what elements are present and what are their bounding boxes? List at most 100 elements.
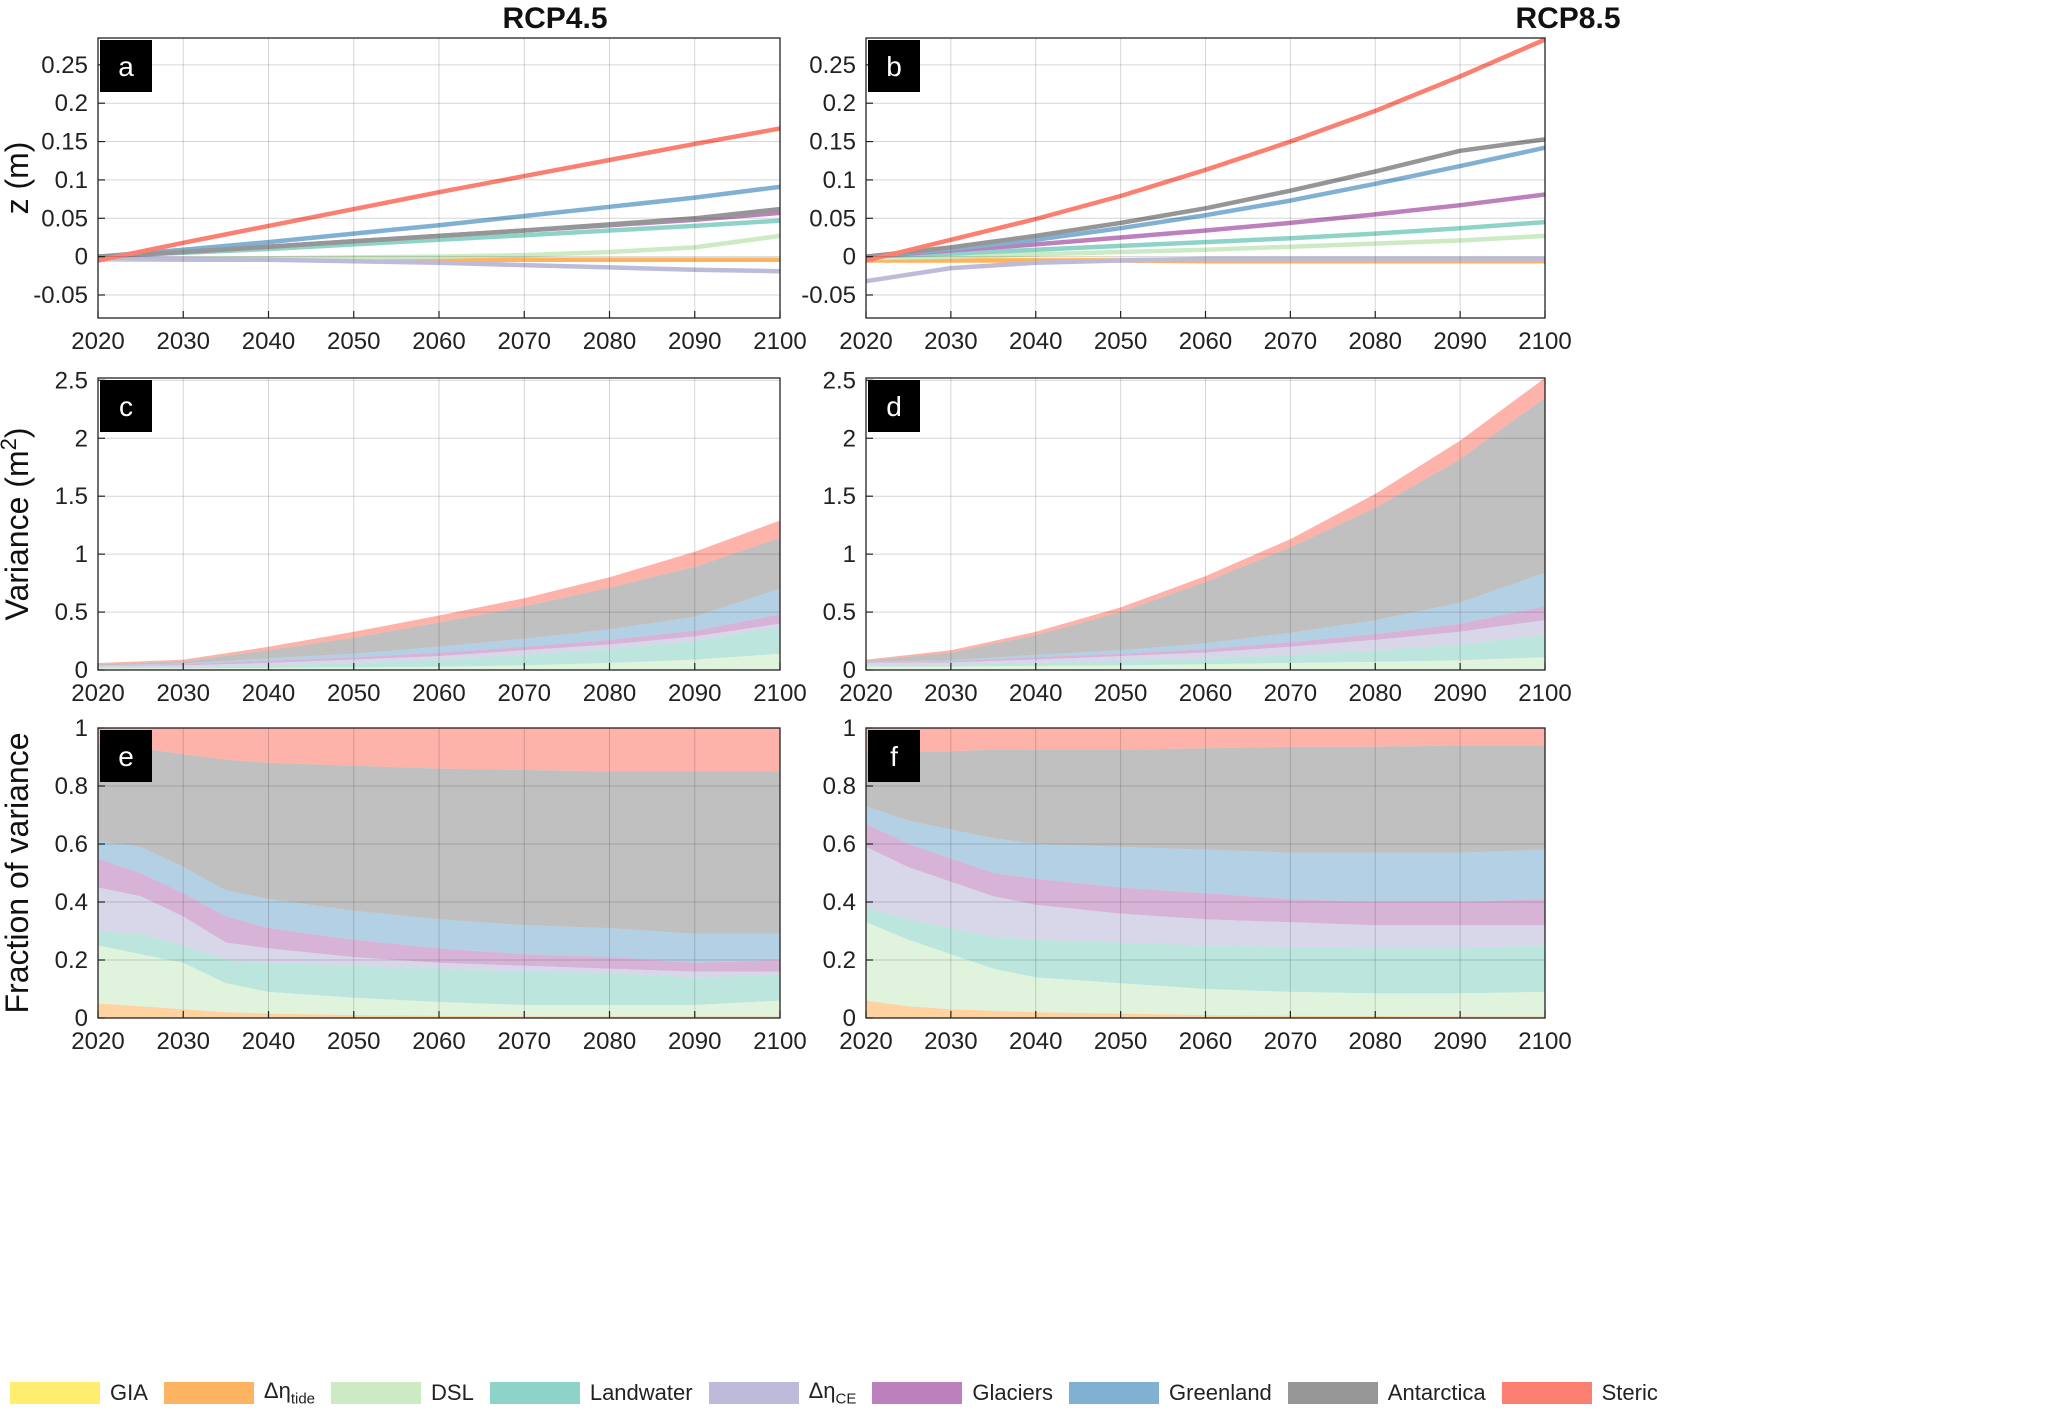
ylabel-c: Variance (m2) (0, 427, 35, 620)
ytick-label-a-4: 0.15 (41, 129, 88, 156)
xtick-label-b-2: 2040 (1009, 328, 1062, 355)
legend-swatch-greenland (1069, 1382, 1160, 1404)
area-landwater-c (98, 627, 780, 669)
legend-item-antarctica: Antarctica (1287, 1378, 1486, 1408)
ylabel-a: z (m) (0, 142, 35, 215)
xtick-label-f-5: 2070 (1264, 1028, 1317, 1055)
data-layer-b (866, 38, 1545, 284)
xtick-label-f-3: 2050 (1094, 1028, 1147, 1055)
xtick-label-b-7: 2090 (1433, 328, 1486, 355)
ytick-label-c-3: 1.5 (55, 483, 88, 510)
line-antarctica-a (98, 206, 780, 259)
xtick-label-a-7: 2090 (668, 328, 721, 355)
legend-item-landwater: Landwater (489, 1378, 693, 1408)
xtick-label-d-5: 2070 (1264, 680, 1317, 707)
area-ce-d (866, 620, 1545, 666)
xtick-label-d-7: 2090 (1433, 680, 1486, 707)
ytick-label-a-6: 0.25 (41, 52, 88, 79)
xtick-label-c-7: 2090 (668, 680, 721, 707)
area-ce-e (98, 887, 780, 978)
ytick-label-d-1: 0.5 (823, 599, 856, 626)
ylabel-e: Fraction of variance (0, 732, 35, 1013)
legend-label-glaciers: Glaciers (972, 1380, 1054, 1405)
xtick-label-f-1: 2030 (924, 1028, 977, 1055)
panel-badge-e (100, 730, 152, 782)
ytick-label-d-5: 2.5 (823, 367, 856, 394)
xtick-label-f-4: 2060 (1179, 1028, 1232, 1055)
xtick-label-f-6: 2080 (1349, 1028, 1402, 1055)
ytick-label-a-1: 0 (75, 244, 88, 271)
xtick-label-d-6: 2080 (1349, 680, 1402, 707)
line-steric-b (866, 38, 1545, 263)
xtick-label-a-3: 2050 (327, 328, 380, 355)
legend-swatch-ce (708, 1382, 799, 1404)
ytick-label-f-4: 0.8 (823, 773, 856, 800)
legend-label-antarctica: Antarctica (1387, 1380, 1486, 1405)
xtick-label-c-5: 2070 (498, 680, 551, 707)
xtick-label-f-0: 2020 (839, 1028, 892, 1055)
ytick-label-a-0: -0.05 (33, 282, 88, 309)
ytick-label-c-1: 0.5 (55, 599, 88, 626)
xtick-label-c-1: 2030 (157, 680, 210, 707)
xtick-label-a-8: 2100 (753, 328, 806, 355)
area-glaciers-c (98, 614, 780, 666)
panel-letter-b: b (886, 51, 902, 82)
plot-area-b (866, 38, 1545, 318)
line-greenland-a (98, 184, 780, 259)
panel-letter-a: a (118, 51, 134, 82)
ytick-label-f-1: 0.2 (823, 947, 856, 974)
area-greenland-f (866, 806, 1545, 902)
area-landwater-e (98, 931, 780, 1005)
ytick-label-d-0: 0 (843, 657, 856, 684)
xtick-label-d-0: 2020 (839, 680, 892, 707)
xtick-label-b-6: 2080 (1349, 328, 1402, 355)
ytick-label-e-5: 1 (75, 715, 88, 742)
xtick-label-a-1: 2030 (157, 328, 210, 355)
ytick-label-c-5: 2.5 (55, 367, 88, 394)
ytick-label-b-6: 0.25 (809, 52, 856, 79)
ytick-label-f-2: 0.4 (823, 889, 856, 916)
area-antarctica-f (866, 745, 1545, 853)
xtick-label-e-7: 2090 (668, 1028, 721, 1055)
legend-swatch-steric (1501, 1382, 1592, 1404)
panel-badge-a (100, 40, 152, 92)
xtick-label-a-5: 2070 (498, 328, 551, 355)
panel-badge-f (868, 730, 920, 782)
xtick-label-b-5: 2070 (1264, 328, 1317, 355)
ytick-label-f-3: 0.6 (823, 831, 856, 858)
xtick-label-e-2: 2040 (242, 1028, 295, 1055)
line-steric-a (98, 126, 780, 263)
line-landwater-b (866, 219, 1545, 259)
legend-label-dsl: DSL (431, 1380, 474, 1405)
ytick-label-f-0: 0 (843, 1005, 856, 1032)
ytick-label-b-4: 0.15 (809, 129, 856, 156)
xtick-label-f-7: 2090 (1433, 1028, 1486, 1055)
area-steric-f (866, 728, 1545, 755)
legend-swatch-tide (163, 1382, 254, 1404)
ytick-label-d-4: 2 (843, 425, 856, 452)
legend-swatch-antarctica (1287, 1382, 1378, 1404)
area-antarctica-d (866, 397, 1545, 662)
area-greenland-c (98, 588, 780, 666)
xtick-label-a-6: 2080 (583, 328, 636, 355)
column-title-rcp45: RCP4.5 (502, 2, 607, 35)
xtick-label-e-3: 2050 (327, 1028, 380, 1055)
xtick-label-d-2: 2040 (1009, 680, 1062, 707)
area-greenland-d (866, 572, 1545, 663)
area-landwater-f (866, 907, 1545, 994)
ytick-label-b-1: 0 (843, 244, 856, 271)
xtick-label-e-0: 2020 (71, 1028, 124, 1055)
legend-label-greenland: Greenland (1169, 1380, 1272, 1405)
panel-letter-f: f (890, 741, 898, 772)
xtick-label-e-5: 2070 (498, 1028, 551, 1055)
area-landwater-d (866, 635, 1545, 667)
area-glaciers-e (98, 858, 780, 972)
xtick-label-d-3: 2050 (1094, 680, 1147, 707)
xtick-label-b-3: 2050 (1094, 328, 1147, 355)
legend-label-steric: Steric (1601, 1380, 1658, 1405)
legend-label-tide: Δηtide (263, 1378, 316, 1408)
xtick-label-f-8: 2100 (1518, 1028, 1571, 1055)
plot-area-a (98, 38, 780, 318)
area-glaciers-d (866, 606, 1545, 663)
column-title-rcp85: RCP8.5 (1515, 2, 1620, 35)
